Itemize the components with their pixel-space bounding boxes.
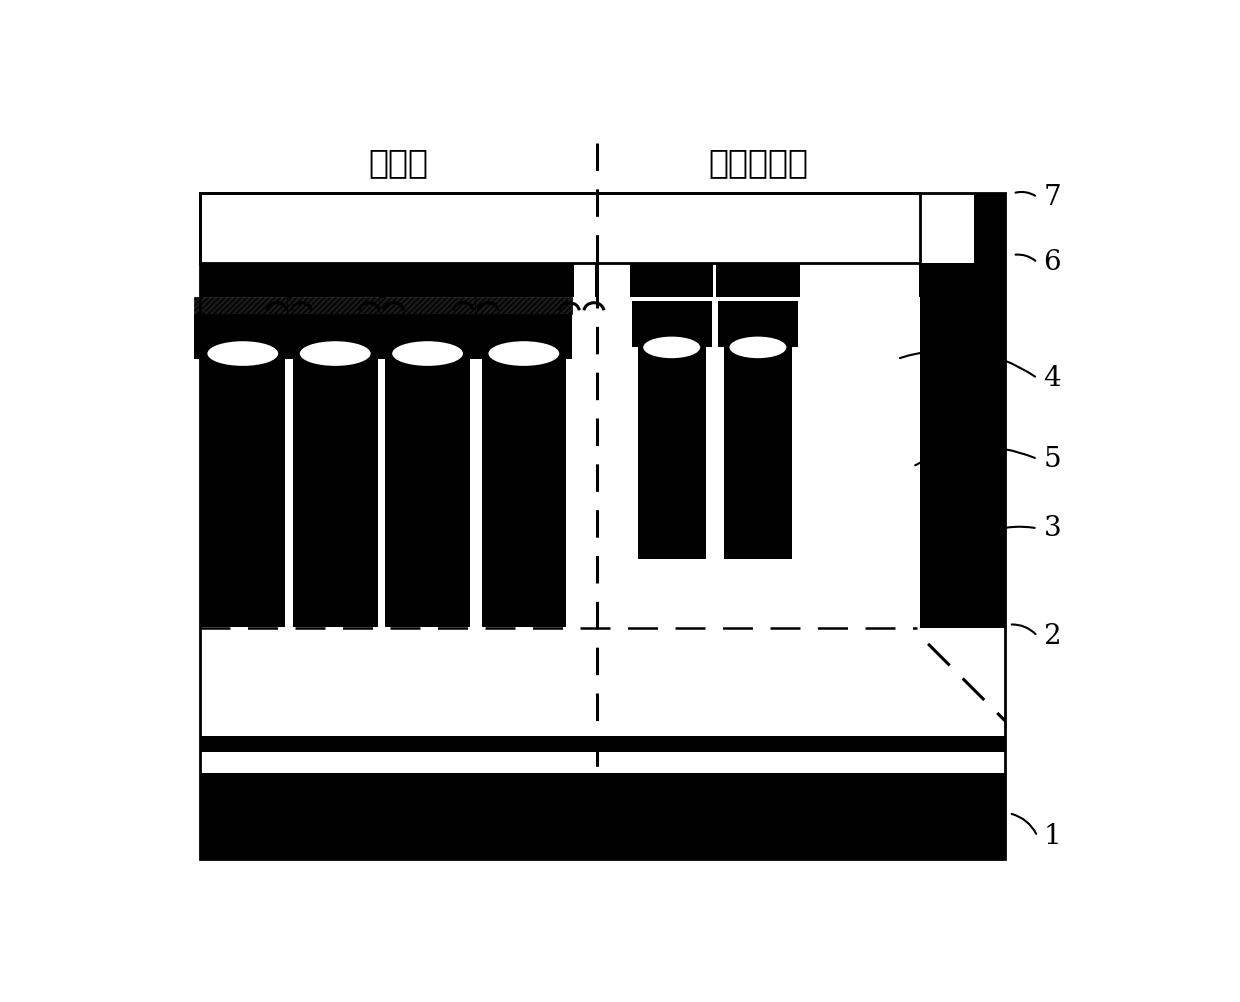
Bar <box>201 736 1006 860</box>
Bar <box>201 193 1006 860</box>
Ellipse shape <box>489 342 559 366</box>
Bar <box>286 298 383 315</box>
Bar <box>475 315 573 359</box>
Text: 8: 8 <box>605 792 622 819</box>
Ellipse shape <box>300 342 371 366</box>
Ellipse shape <box>392 342 463 366</box>
Bar <box>201 355 285 627</box>
Bar <box>201 193 1006 860</box>
Bar <box>637 348 706 559</box>
Text: 6: 6 <box>1044 249 1061 277</box>
Bar <box>475 298 573 315</box>
Bar <box>724 348 792 559</box>
Bar <box>800 263 919 298</box>
Bar <box>596 263 920 298</box>
Bar <box>975 193 1006 263</box>
Bar <box>286 315 383 359</box>
Text: 2: 2 <box>1044 622 1061 649</box>
Text: 边缘终端区: 边缘终端区 <box>709 146 808 179</box>
Bar <box>195 315 291 359</box>
Bar <box>195 298 291 315</box>
Bar <box>574 263 595 298</box>
Bar <box>201 263 596 298</box>
Bar <box>386 355 470 627</box>
Ellipse shape <box>644 337 701 358</box>
Text: 有源区: 有源区 <box>368 146 429 179</box>
Bar <box>481 355 567 627</box>
Bar <box>201 298 1006 736</box>
Bar <box>959 263 1006 321</box>
Bar <box>201 752 1006 774</box>
Text: 5: 5 <box>1044 446 1061 473</box>
Bar <box>379 315 476 359</box>
Bar <box>599 263 630 298</box>
Ellipse shape <box>729 337 786 358</box>
Text: 4: 4 <box>1044 365 1061 392</box>
Bar <box>920 263 1006 628</box>
Text: 7: 7 <box>1044 183 1061 210</box>
Ellipse shape <box>207 342 278 366</box>
Bar <box>379 298 476 315</box>
Text: 1: 1 <box>1044 823 1061 850</box>
Bar <box>293 355 377 627</box>
Bar <box>718 302 799 348</box>
Bar <box>201 193 920 263</box>
Bar <box>631 302 712 348</box>
Bar <box>713 263 717 298</box>
Text: 3: 3 <box>1044 515 1061 542</box>
